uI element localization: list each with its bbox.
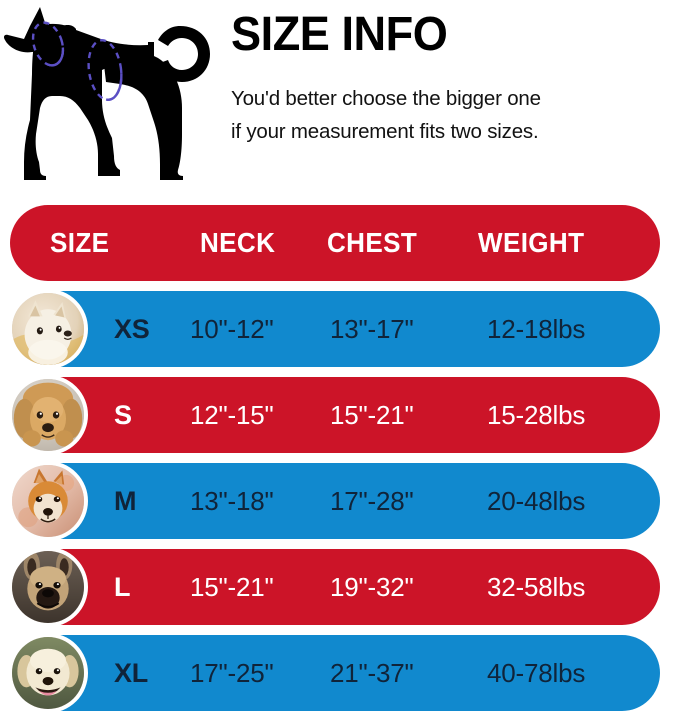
neck-measure-loop [31, 21, 65, 67]
french-bulldog-photo [8, 547, 88, 627]
page-subtitle: You'd better choose the bigger one if yo… [231, 87, 541, 143]
dog-measurement-illustration [2, 4, 212, 182]
header-section: SIZE INFO You'd better choose the bigger… [0, 0, 679, 200]
size-chart-table: SIZE NECK CHEST WEIGHT [0, 205, 679, 713]
cell-weight: 12-18lbs [487, 314, 586, 344]
cell-chest: 17"-28" [330, 486, 414, 516]
cell-weight: 32-58lbs [487, 572, 586, 602]
page-title: SIZE INFO [231, 8, 448, 61]
shiba-inu-photo [8, 461, 88, 541]
row-pill-background [10, 377, 660, 453]
cell-size: L [114, 572, 131, 602]
column-header-weight: WEIGHT [478, 227, 585, 258]
cell-chest: 15"-21" [330, 400, 414, 430]
cell-weight: 40-78lbs [487, 658, 586, 688]
cell-size: M [114, 486, 137, 516]
cell-size: XS [114, 314, 150, 344]
column-header-neck: NECK [200, 227, 276, 258]
column-header-size: SIZE [50, 227, 110, 258]
header-pill-background [10, 205, 660, 281]
table-row: XS 10"-12" 13"-17" 12-18lbs [0, 289, 679, 369]
title-block: SIZE INFO You'd better choose the bigger… [231, 8, 671, 148]
row-pill-background [10, 635, 660, 711]
table-row: L 15"-21" 19"-32" 32-58lbs [0, 547, 679, 627]
cell-neck: 10"-12" [190, 314, 274, 344]
row-pill-background [10, 549, 660, 625]
cell-neck: 15"-21" [190, 572, 274, 602]
cell-size: S [114, 400, 132, 430]
table-header-row: SIZE NECK CHEST WEIGHT [0, 205, 679, 281]
row-pill-background [10, 291, 660, 367]
table-row: M 13"-18" 17"-28" 20-48lbs [0, 461, 679, 541]
table-row: S 12"-15" 15"-21" 15-28lbs [0, 375, 679, 455]
cell-chest: 13"-17" [330, 314, 414, 344]
row-pill-background [10, 463, 660, 539]
cell-size: XL [114, 658, 149, 688]
column-header-chest: CHEST [327, 227, 418, 258]
table-row: XL 17"-25" 21"-37" 40-78lbs [0, 633, 679, 713]
cell-neck: 17"-25" [190, 658, 274, 688]
dog-silhouette-svg [4, 7, 210, 181]
cell-chest: 19"-32" [330, 572, 414, 602]
cell-chest: 21"-37" [330, 658, 414, 688]
cell-neck: 12"-15" [190, 400, 274, 430]
labrador-photo [8, 633, 88, 713]
cell-weight: 15-28lbs [487, 400, 586, 430]
cell-weight: 20-48lbs [487, 486, 586, 516]
pomeranian-photo [8, 289, 88, 369]
poodle-photo [8, 375, 88, 455]
cell-neck: 13"-18" [190, 486, 274, 516]
